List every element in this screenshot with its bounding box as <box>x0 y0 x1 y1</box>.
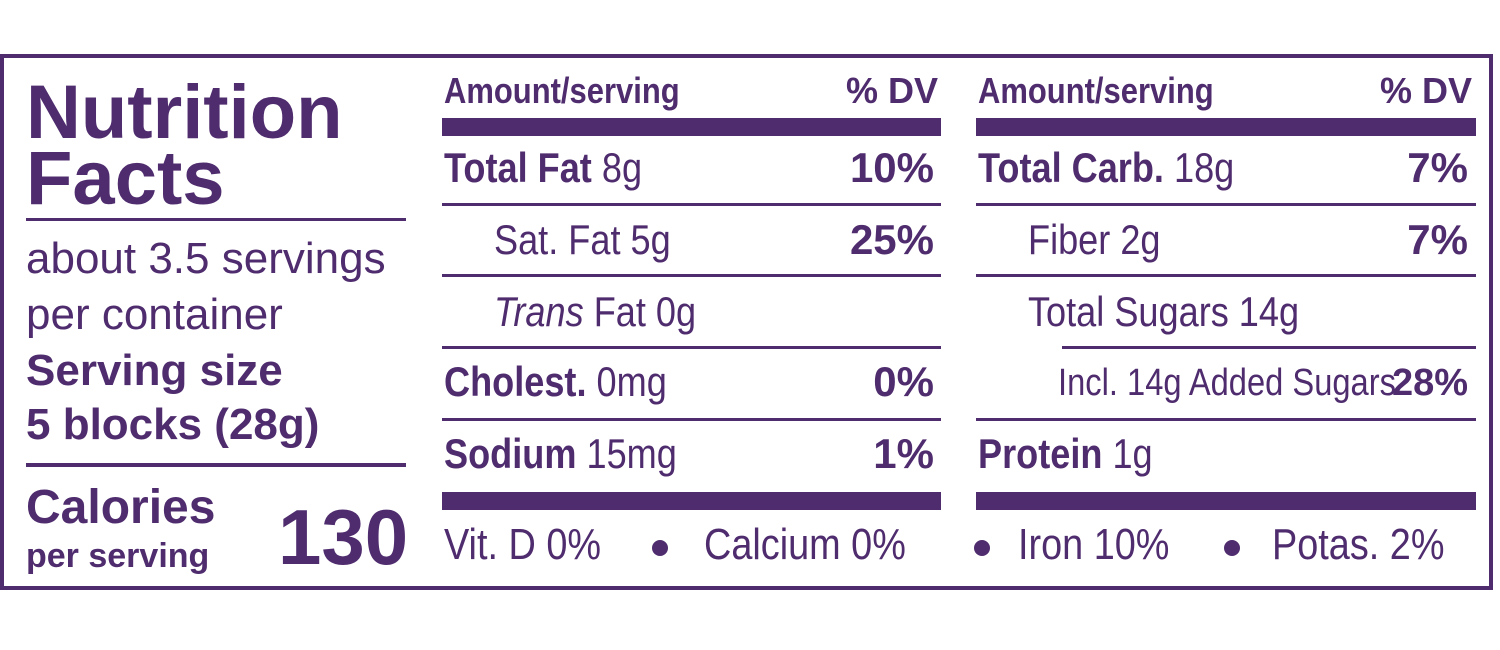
sat-fat: Sat. Fat 5g <box>494 216 671 263</box>
total-fat-row: Total Fat 8g <box>444 144 642 192</box>
total-carb-dv: 7% <box>1407 144 1468 191</box>
protein-label: Protein <box>978 430 1103 477</box>
title-line-1: Nutrition <box>26 70 343 155</box>
sodium-dv: 1% <box>873 430 934 477</box>
divider <box>1062 346 1476 349</box>
added-sugars-dv: 28% <box>1391 362 1468 404</box>
serving-size-value: 5 blocks (28g) <box>26 400 320 449</box>
protein-amount: 1g <box>1112 430 1153 477</box>
total-sugars: Total Sugars 14g <box>1028 288 1300 335</box>
total-carb-amount: 18g <box>1173 144 1235 191</box>
divider <box>442 274 941 277</box>
total-fat-dv: 10% <box>849 144 934 191</box>
sodium-label: Sodium <box>444 430 577 477</box>
total-fat-amount: 8g <box>601 144 643 191</box>
bullet-icon <box>974 540 990 556</box>
divider <box>976 418 1476 421</box>
right-header-bar <box>976 118 1476 136</box>
fiber-dv: 7% <box>1407 216 1468 263</box>
sat-fat-dv: 25% <box>849 216 934 263</box>
divider <box>976 274 1476 277</box>
title-divider <box>26 218 406 221</box>
trans-fat-rest: Fat 0g <box>593 288 697 335</box>
right-footer-bar <box>976 492 1476 510</box>
total-carb-row: Total Carb. 18g <box>978 144 1234 192</box>
calories-value: 130 <box>278 493 409 581</box>
divider <box>976 203 1476 206</box>
potassium: Potas. 2% <box>1272 520 1445 569</box>
left-header-amount: Amount/serving <box>444 70 680 111</box>
serving-size-label: Serving size <box>26 346 283 395</box>
left-header-dv: % DV <box>846 70 939 111</box>
fiber: Fiber 2g <box>1028 216 1161 263</box>
total-carb-label: Total Carb. <box>978 144 1164 191</box>
divider <box>442 418 941 421</box>
vitamin-d: Vit. D 0% <box>444 520 602 569</box>
servings-per-container-line-2: per container <box>26 290 283 339</box>
calories-label: Calories <box>26 481 216 534</box>
divider <box>442 346 941 349</box>
right-header-amount: Amount/serving <box>978 70 1214 111</box>
added-sugars: Incl. 14g Added Sugars <box>1058 362 1396 404</box>
sodium-row: Sodium 15mg <box>444 430 677 478</box>
left-header-bar <box>442 118 941 136</box>
servings-per-container-line-1: about 3.5 servings <box>26 234 386 283</box>
cholest-row: Cholest. 0mg <box>444 358 667 406</box>
right-header-dv: % DV <box>1380 70 1473 111</box>
cholest-amount: 0mg <box>596 358 667 405</box>
iron: Iron 10% <box>1018 520 1170 569</box>
total-fat-label: Total Fat <box>444 144 592 191</box>
calories-per-serving: per serving <box>26 537 210 575</box>
left-footer-bar <box>442 492 941 510</box>
trans-fat-row: Trans Fat 0g <box>494 288 696 336</box>
nutrition-facts-label <box>0 54 1493 590</box>
trans-fat-italic: Trans <box>494 288 584 335</box>
cholest-dv: 0% <box>873 358 934 405</box>
serving-divider <box>26 463 406 467</box>
divider <box>442 203 941 206</box>
bullet-icon <box>652 540 668 556</box>
title-line-2: Facts <box>26 136 225 221</box>
bullet-icon <box>1224 540 1240 556</box>
cholest-label: Cholest. <box>444 358 587 405</box>
sodium-amount: 15mg <box>586 430 677 477</box>
calcium: Calcium 0% <box>704 520 906 569</box>
protein-row: Protein 1g <box>978 430 1153 478</box>
